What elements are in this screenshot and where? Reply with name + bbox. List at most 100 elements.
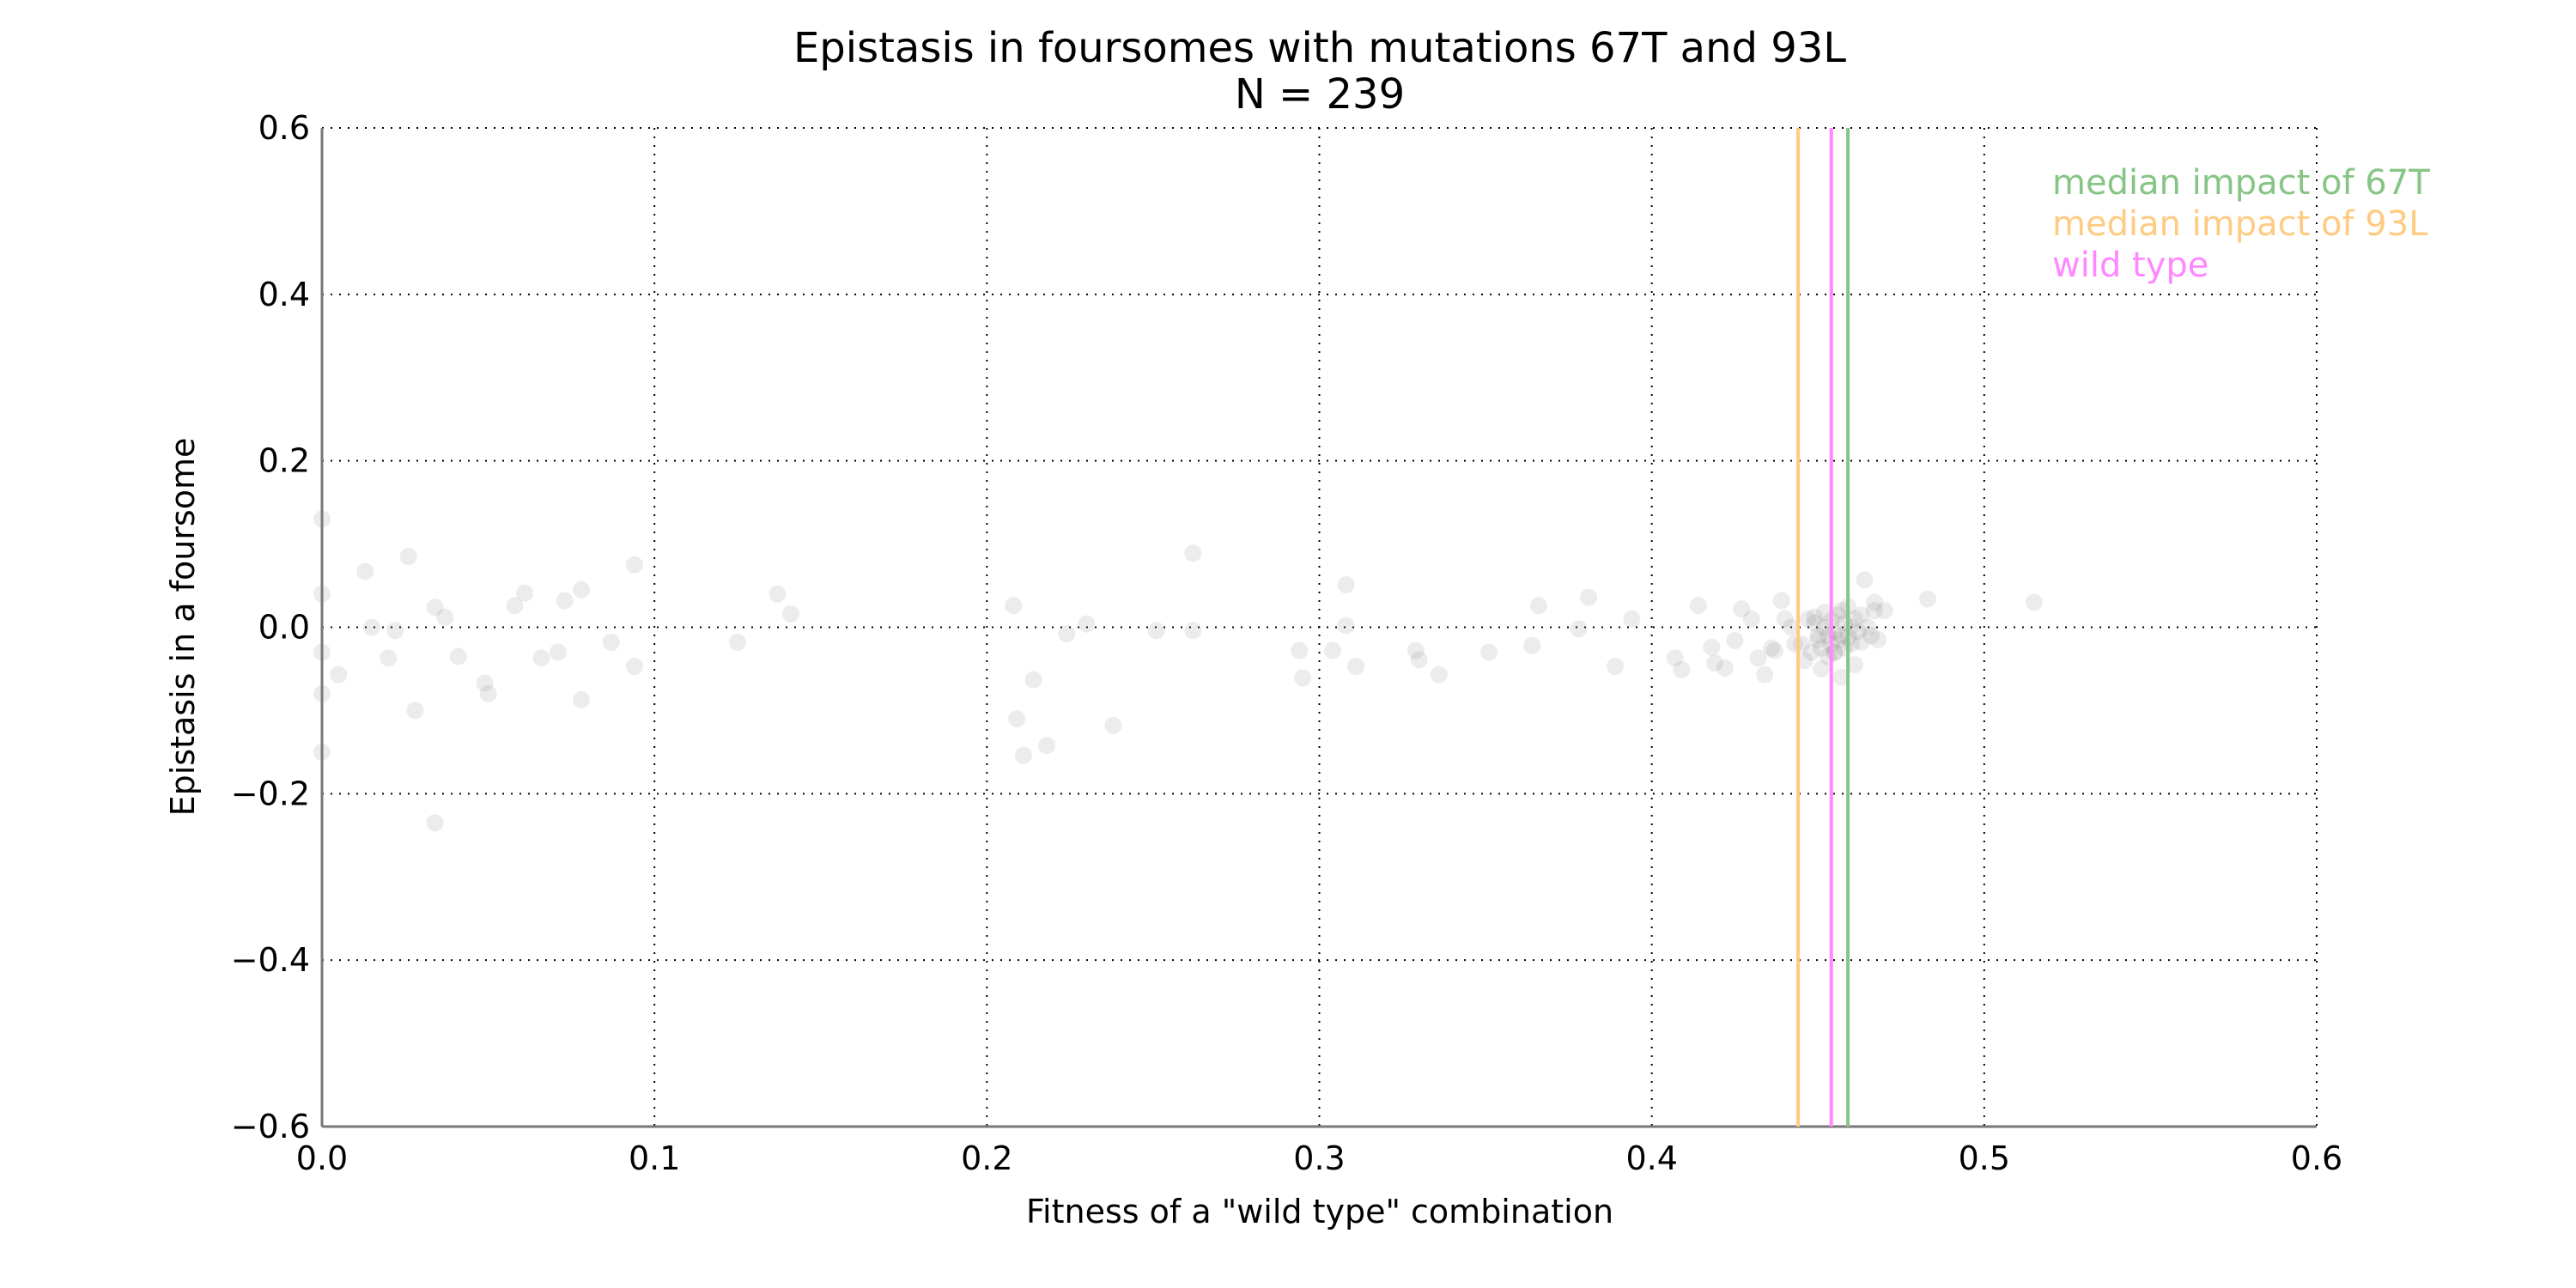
y-tick-label: 0.2	[258, 442, 310, 480]
scatter-point	[1832, 668, 1850, 686]
scatter-point	[1809, 627, 1827, 645]
scatter-point	[1815, 604, 1833, 622]
y-tick-label: −0.4	[231, 941, 310, 979]
scatter-point	[1866, 593, 1884, 611]
scatter-point	[1623, 610, 1641, 628]
scatter-point	[313, 585, 331, 603]
scatter-point	[479, 685, 497, 703]
scatter-point	[572, 690, 590, 708]
scatter-point	[1430, 665, 1448, 683]
scatter-point	[1706, 654, 1724, 672]
scatter-point	[1347, 658, 1365, 676]
scatter-point	[769, 585, 787, 603]
scatter-point	[476, 674, 494, 692]
scatter-point	[1005, 597, 1023, 615]
scatter-point	[1323, 641, 1341, 659]
scatter-point	[1786, 635, 1804, 653]
scatter-point	[426, 598, 444, 617]
y-tick-label: −0.6	[231, 1108, 310, 1145]
x-tick-label: 0.4	[1625, 1139, 1677, 1177]
scatter-point	[386, 622, 404, 640]
y-tick-label: 0.0	[258, 609, 310, 647]
scatter-point	[1852, 633, 1870, 651]
scatter-point	[1406, 641, 1425, 659]
scatter-point	[602, 633, 620, 651]
scatter-point	[556, 592, 574, 610]
chart-title: Epistasis in foursomes with mutations 67…	[793, 24, 1846, 72]
y-axis-label: Epistasis in a foursome	[164, 438, 202, 817]
scatter-point	[1104, 716, 1122, 734]
scatter-point	[1866, 602, 1884, 620]
scatter-point	[1826, 643, 1844, 661]
scatter-point	[1580, 588, 1598, 606]
scatter-point	[356, 562, 374, 580]
scatter-point	[2025, 593, 2043, 611]
scatter-point	[426, 814, 444, 832]
scatter-point	[1291, 641, 1309, 659]
scatter-point	[1776, 610, 1794, 628]
scatter-point	[1666, 649, 1684, 667]
x-tick-label: 0.2	[961, 1139, 1012, 1177]
scatter-point	[313, 685, 331, 703]
x-tick-label: 0.1	[629, 1139, 680, 1177]
y-tick-label: −0.2	[231, 775, 310, 812]
scatter-point	[1756, 665, 1774, 683]
scatter-point	[1530, 597, 1548, 615]
scatter-point	[1703, 638, 1721, 656]
scatter-point	[399, 548, 417, 566]
y-tick-label: 0.4	[258, 276, 310, 313]
scatter-point	[1772, 592, 1790, 610]
scatter-point	[1147, 622, 1165, 640]
scatter-point	[313, 743, 331, 761]
scatter-point	[449, 647, 467, 665]
legend-label: wild type	[2052, 246, 2208, 285]
scatter-point	[1809, 631, 1827, 649]
scatter-point	[625, 658, 643, 676]
scatter-point	[1078, 615, 1096, 633]
scatter-point	[1868, 631, 1886, 649]
scatter-point	[1806, 614, 1824, 632]
scatter-point	[1607, 658, 1625, 676]
scatter-point	[1726, 632, 1744, 650]
chart-subtitle: N = 239	[1235, 70, 1405, 118]
scatter-point	[1832, 602, 1850, 620]
scatter-point	[1184, 544, 1202, 562]
scatter-point	[1845, 656, 1863, 674]
scatter-point	[625, 556, 643, 574]
scatter-point	[436, 608, 454, 626]
scatter-point	[1024, 671, 1042, 689]
scatter-point	[1856, 571, 1874, 589]
scatter-point	[572, 580, 590, 598]
scatter-point	[330, 665, 348, 683]
scatter-point	[313, 643, 331, 661]
scatter-point	[1862, 627, 1880, 645]
scatter-point	[1806, 608, 1824, 626]
scatter-point	[1523, 636, 1541, 654]
scatter-point	[516, 584, 534, 602]
scatter-point	[1829, 605, 1847, 623]
scatter-point	[1742, 610, 1760, 628]
scatter-point	[1875, 602, 1893, 620]
y-tick-label: 0.6	[258, 109, 310, 147]
scatter-point	[1749, 649, 1767, 667]
scatter-point	[1716, 659, 1734, 677]
x-tick-label: 0.3	[1293, 1139, 1345, 1177]
scatter-point	[1813, 659, 1831, 677]
scatter-point	[1849, 623, 1867, 641]
scatter-point	[406, 702, 424, 720]
scatter-point	[313, 510, 331, 528]
x-tick-label: 0.0	[296, 1139, 348, 1177]
scatter-point	[728, 633, 746, 651]
x-axis-label: Fitness of a "wild type" combination	[1026, 1193, 1613, 1230]
scatter-point	[363, 618, 381, 636]
scatter-point	[1829, 631, 1847, 649]
scatter-point	[781, 605, 799, 623]
scatter-point	[532, 649, 550, 667]
scatter-point	[1337, 617, 1355, 635]
x-tick-label: 0.6	[2291, 1139, 2342, 1177]
scatter-point	[1845, 610, 1863, 628]
scatter-point	[1783, 618, 1801, 636]
scatter-point	[1815, 618, 1833, 636]
scatter-point	[380, 649, 398, 667]
